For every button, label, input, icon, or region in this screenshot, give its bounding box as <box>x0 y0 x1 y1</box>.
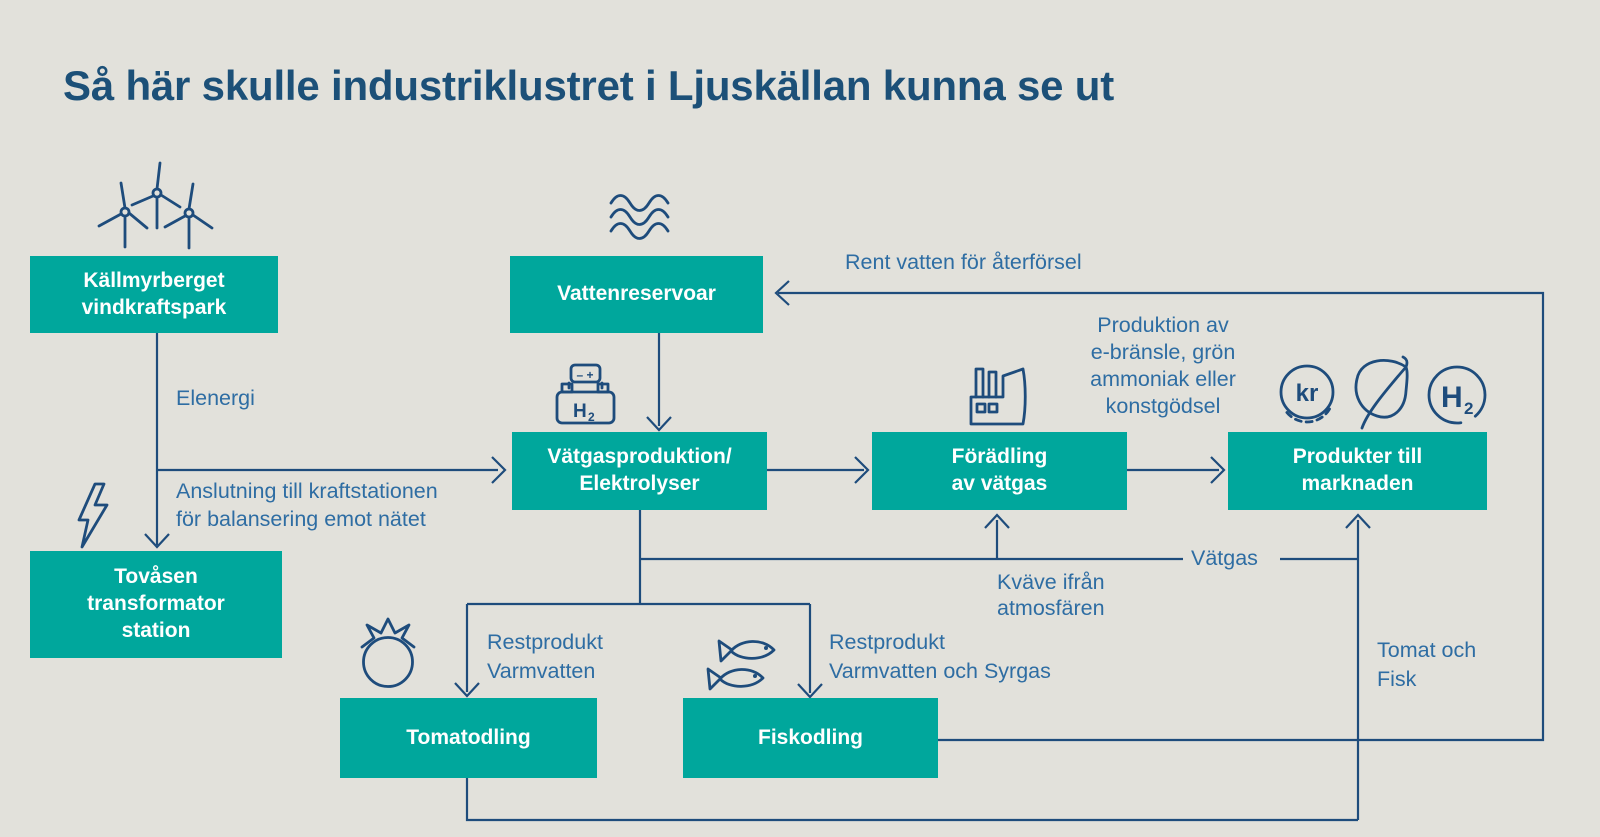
node-tomatodling: Tomatodling <box>340 698 597 778</box>
coin-kr-label: kr <box>1296 380 1319 407</box>
leaf-icon <box>1354 355 1409 430</box>
hydrogen-circle-icon: H 2 <box>1427 365 1487 425</box>
flow-label-restprodukt-varmvatten: Restprodukt Varmvatten <box>487 630 603 683</box>
flow-label-vatgas: Vätgas <box>1191 546 1258 570</box>
flow-label-tomat-och-fisk: Tomat och Fisk <box>1377 638 1477 691</box>
flow-label-rent-vatten: Rent vatten för återförsel <box>845 250 1082 274</box>
coin-kr-icon: kr <box>1279 364 1335 424</box>
node-tovasen-transformatorstation: Tovåsen transformator station <box>30 551 282 658</box>
node-vattenreservoar: Vattenreservoar <box>510 256 763 333</box>
flow-label-produktion: Produktion av e-bränsle, grön ammoniak e… <box>1090 313 1236 418</box>
flow-label-restprodukt-varmvatten-syrgas: Restprodukt Varmvatten och Syrgas <box>829 630 1051 683</box>
node-produkter-till-marknaden: Produkter till marknaden <box>1228 432 1487 510</box>
tomato-icon <box>360 617 416 688</box>
node-fiskodling: Fiskodling <box>683 698 938 778</box>
battery-h-sub: 2 <box>588 410 595 424</box>
hydrogen-circle-h: H <box>1441 381 1463 414</box>
lightning-icon <box>77 482 109 549</box>
hydrogen-circle-sub: 2 <box>1464 399 1473 418</box>
hydrogen-battery-icon: – + H 2 <box>555 363 616 425</box>
wind-turbines-icon <box>97 161 214 250</box>
water-waves-icon <box>609 194 670 240</box>
flow-label-elenergi: Elenergi <box>176 386 255 410</box>
page-title: Så här skulle industriklustret i Ljuskäl… <box>63 62 1114 109</box>
factory-icon <box>969 367 1027 426</box>
node-kallmyrberget-vindkraftspark: Källmyrberget vindkraftspark <box>30 256 278 333</box>
node-vatgasproduktion-elektrolyser: Vätgasproduktion/ Elektrolyser <box>512 432 767 510</box>
node-foradling-av-vatgas: Förädling av vätgas <box>872 432 1127 510</box>
connector-lines <box>144 280 1545 822</box>
flow-label-kvave: Kväve ifrån atmosfären <box>997 570 1105 620</box>
battery-h-label: H <box>573 401 587 422</box>
battery-terminal-label: – + <box>576 368 593 382</box>
flow-label-anslutning: Anslutning till kraftstationen för balan… <box>176 479 438 531</box>
fish-icon <box>706 639 776 691</box>
